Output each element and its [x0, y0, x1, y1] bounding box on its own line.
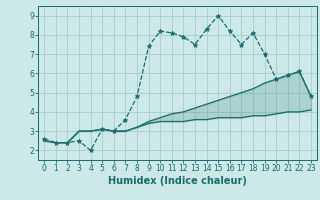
- X-axis label: Humidex (Indice chaleur): Humidex (Indice chaleur): [108, 176, 247, 186]
